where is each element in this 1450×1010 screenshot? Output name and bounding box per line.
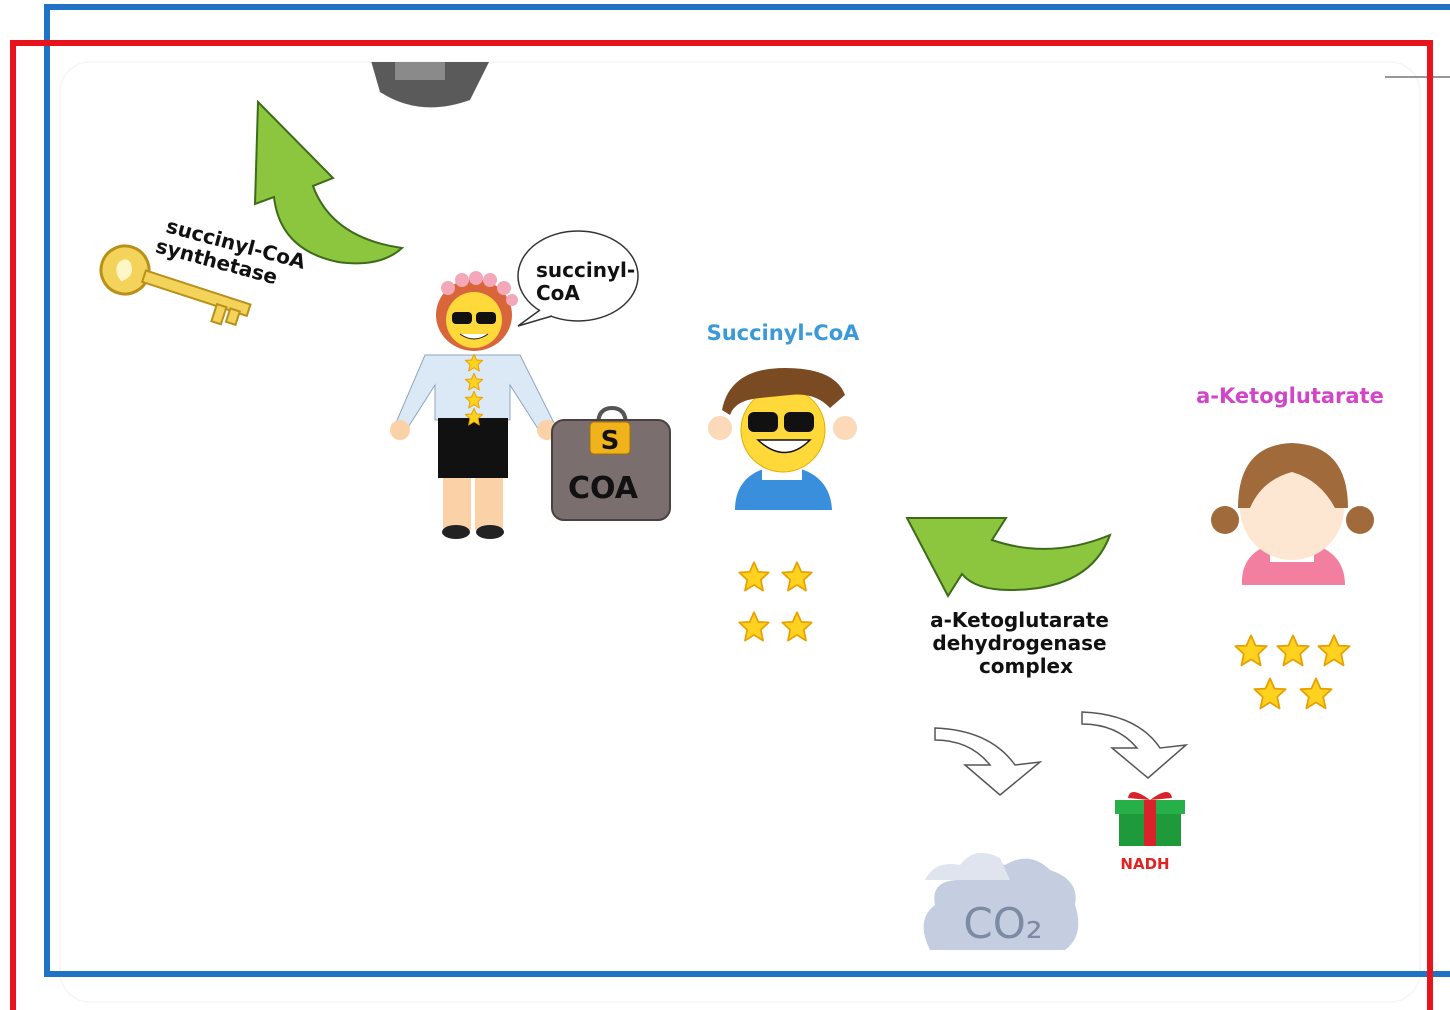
product-label: NADH: [1120, 855, 1169, 873]
page: succinyl-CoA synthetase succinyl- CoA S: [0, 0, 1450, 1010]
suitcase-label: COA: [568, 471, 639, 506]
lock-label: S: [601, 426, 620, 456]
gift-icon: [1115, 792, 1185, 846]
screenshot: succinyl-CoA synthetase succinyl- CoA S: [0, 0, 1450, 1010]
card: [60, 62, 1420, 1002]
product-label: CO₂: [963, 899, 1042, 948]
molecule-label: Succinyl-CoA: [707, 321, 861, 345]
molecule-label: a-Ketoglutarate: [1196, 384, 1384, 408]
suitcase: S COA: [552, 408, 670, 520]
